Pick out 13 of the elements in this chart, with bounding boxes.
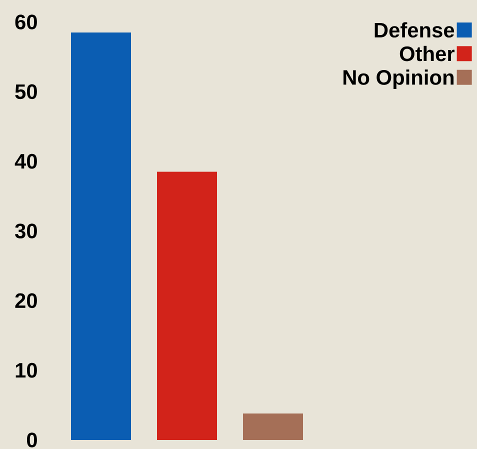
y-tick-label: 30: [15, 224, 37, 238]
bar: [71, 32, 131, 440]
y-tick-label: 50: [15, 84, 37, 100]
legend-label: No Opinion: [344, 69, 454, 89]
bar: [243, 414, 304, 440]
legend-label: Defense: [374, 22, 454, 38]
y-tick-label: 60: [15, 14, 37, 30]
y-tick-label: 40: [14, 154, 37, 169]
bar: [157, 172, 218, 440]
y-tick-label: 0: [26, 432, 37, 448]
y-tick-label: 20: [15, 293, 37, 308]
legend-label: Other: [400, 46, 455, 62]
y-tick-label: 10: [16, 362, 37, 378]
